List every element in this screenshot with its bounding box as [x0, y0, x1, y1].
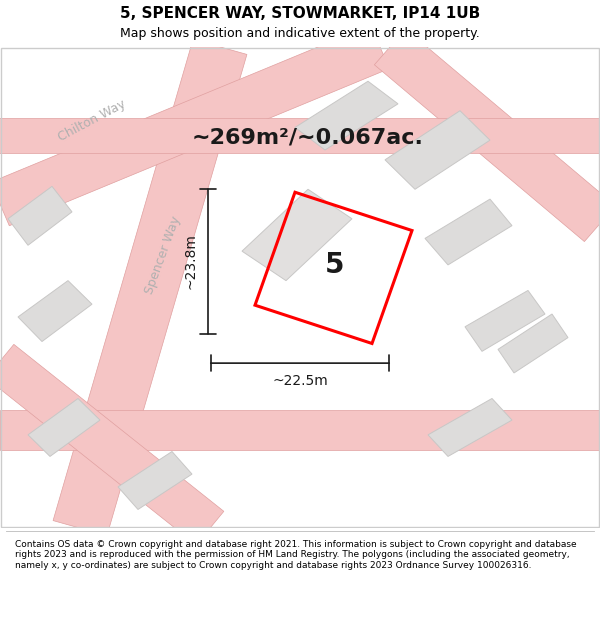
- Polygon shape: [242, 189, 352, 281]
- Polygon shape: [498, 314, 568, 373]
- Polygon shape: [295, 81, 398, 150]
- Text: ~269m²/~0.067ac.: ~269m²/~0.067ac.: [192, 127, 424, 147]
- Text: ~22.5m: ~22.5m: [272, 374, 328, 388]
- Polygon shape: [118, 451, 192, 509]
- Text: Spencer Way: Spencer Way: [143, 214, 183, 296]
- Polygon shape: [8, 186, 72, 245]
- Polygon shape: [53, 39, 247, 536]
- Polygon shape: [428, 399, 512, 456]
- Polygon shape: [28, 399, 100, 456]
- Text: 5: 5: [325, 251, 345, 279]
- Polygon shape: [385, 111, 490, 189]
- Text: Chilton Way: Chilton Way: [56, 98, 128, 144]
- Polygon shape: [374, 29, 600, 241]
- Polygon shape: [0, 410, 600, 449]
- Text: ~23.8m: ~23.8m: [183, 233, 197, 289]
- Text: Map shows position and indicative extent of the property.: Map shows position and indicative extent…: [120, 28, 480, 40]
- Polygon shape: [18, 281, 92, 341]
- Polygon shape: [425, 199, 512, 265]
- Text: Contains OS data © Crown copyright and database right 2021. This information is : Contains OS data © Crown copyright and d…: [15, 540, 577, 569]
- Polygon shape: [465, 291, 545, 351]
- Polygon shape: [0, 118, 600, 153]
- Polygon shape: [0, 25, 389, 226]
- Text: 5, SPENCER WAY, STOWMARKET, IP14 1UB: 5, SPENCER WAY, STOWMARKET, IP14 1UB: [120, 6, 480, 21]
- Polygon shape: [0, 344, 224, 545]
